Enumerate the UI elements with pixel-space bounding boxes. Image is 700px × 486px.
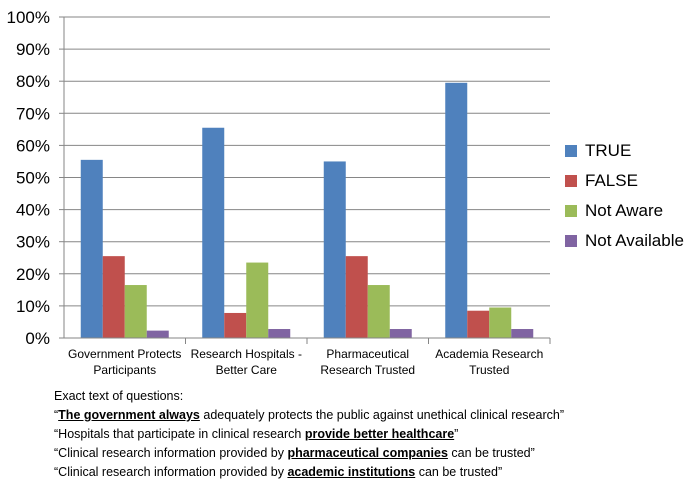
bars (80, 82, 534, 339)
question-3-post: can be trusted” (447, 446, 535, 460)
question-3: “Clinical research information provided … (54, 444, 564, 463)
y-tick-label: 60% (16, 136, 50, 155)
legend-label-true: TRUE (585, 141, 632, 160)
legend-label-not-aware: Not Aware (585, 201, 664, 220)
legend-label-not-available: Not Available (585, 231, 684, 250)
question-2-pre: “Hospitals that participate in clinical … (54, 427, 305, 441)
bar-not-aware (124, 285, 147, 338)
question-2-post: ” (454, 427, 459, 441)
bar-false (102, 256, 125, 338)
question-notes: Exact text of questions: “The government… (54, 387, 564, 482)
bar-not-available (268, 329, 291, 338)
legend-item-not-available: Not Available (565, 226, 684, 256)
bar-false (345, 256, 368, 338)
y-tick-label: 20% (16, 265, 50, 284)
question-2: “Hospitals that participate in clinical … (54, 425, 564, 444)
question-3-pre: “Clinical research information provided … (54, 446, 288, 460)
bar-true (80, 159, 103, 338)
question-1: “The government always adequately protec… (54, 406, 564, 425)
y-tick-label: 80% (16, 72, 50, 91)
x-tick-label: Research Trusted (320, 363, 415, 377)
legend-label-false: FALSE (585, 171, 638, 190)
x-axis: Government Protects Participants Research … (64, 337, 551, 377)
x-tick-label: Research Hospitals - (191, 347, 302, 361)
question-4-pre: “Clinical research information provided … (54, 465, 288, 479)
question-4: “Clinical research information provided … (54, 463, 564, 482)
legend-item-false: FALSE (565, 166, 684, 196)
question-3-bold: pharmaceutical companies (287, 446, 448, 460)
x-tick-label: Participants (93, 363, 156, 377)
y-tick-label: 70% (16, 104, 50, 123)
y-tick-label: 30% (16, 233, 50, 252)
legend-swatch-false (565, 175, 577, 187)
bar-true (445, 82, 468, 339)
bar-not-aware (489, 307, 512, 338)
x-tick-label: Better Care (216, 363, 278, 377)
notes-heading: Exact text of questions: (54, 389, 184, 403)
question-1-bold: The government always (58, 408, 200, 422)
y-tick-label: 0% (25, 329, 50, 348)
y-tick-label: 90% (16, 40, 50, 59)
question-2-bold: provide better healthcare (304, 427, 455, 441)
x-tick-label: Government Protects (68, 347, 181, 361)
bar-false (467, 310, 490, 338)
x-tick-label: Trusted (469, 363, 509, 377)
bar-not-available (389, 329, 412, 338)
y-tick-label: 50% (16, 169, 50, 188)
x-tick-label: Academia Research (435, 347, 543, 361)
bar-true (202, 127, 225, 339)
question-4-bold: academic institutions (287, 465, 416, 479)
question-4-post: can be trusted” (415, 465, 503, 479)
x-tick-label: Pharmaceutical (326, 347, 409, 361)
legend-item-true: TRUE (565, 136, 684, 166)
question-1-post: adequately protects the public against u… (199, 408, 564, 422)
legend-swatch-true (565, 145, 577, 157)
bar-false (224, 312, 247, 338)
bar-true (323, 161, 346, 338)
legend-swatch-not-available (565, 235, 577, 247)
gridlines (64, 16, 550, 307)
y-tick-label: 40% (16, 201, 50, 220)
y-tick-label: 10% (16, 297, 50, 316)
legend-swatch-not-aware (565, 205, 577, 217)
legend: TRUE FALSE Not Aware Not Available (565, 136, 684, 256)
legend-item-not-aware: Not Aware (565, 196, 684, 226)
question-1-pre: “ (54, 408, 59, 422)
bar-not-aware (367, 285, 390, 338)
bar-not-available (146, 330, 169, 338)
y-axis: 0% 10% 20% 30% 40% 50% 60% 70% 80% 90% 100% (7, 8, 65, 348)
y-tick-label: 100% (7, 8, 50, 27)
bar-not-aware (246, 262, 269, 338)
bar-not-available (511, 329, 534, 338)
